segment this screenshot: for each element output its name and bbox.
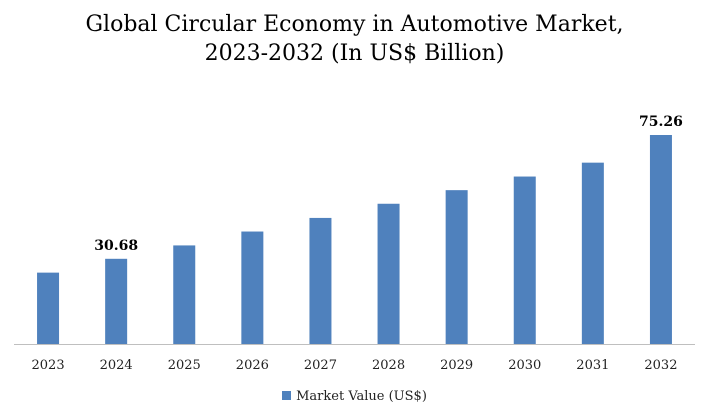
x-tick-label-2032: 2032 bbox=[644, 358, 677, 373]
chart-title-line-2: 2023-2032 (In US$ Billion) bbox=[204, 41, 505, 66]
bar-2025 bbox=[173, 245, 196, 344]
bar-2031 bbox=[581, 162, 604, 344]
data-label-2024: 30.68 bbox=[94, 238, 138, 254]
x-tick-label-2028: 2028 bbox=[372, 358, 405, 373]
legend-label: Market Value (US$) bbox=[296, 389, 427, 404]
x-tick-label-2030: 2030 bbox=[508, 358, 541, 373]
bar-2026 bbox=[241, 231, 264, 344]
bar-2030 bbox=[513, 176, 536, 344]
x-tick-labels: 2023 2024 2025 2026 2027 2028 2029 2030 2031 2032 bbox=[32, 358, 678, 373]
bar-2032 bbox=[649, 135, 672, 344]
x-tick-label-2027: 2027 bbox=[304, 358, 337, 373]
x-tick-label-2031: 2031 bbox=[576, 358, 609, 373]
x-tick-label-2029: 2029 bbox=[440, 358, 473, 373]
x-tick-label-2025: 2025 bbox=[168, 358, 201, 373]
bar-2024 bbox=[105, 258, 128, 344]
bar-2028 bbox=[377, 203, 400, 344]
bar-2027 bbox=[309, 217, 332, 344]
x-tick-label-2024: 2024 bbox=[100, 358, 133, 373]
data-label-2032: 75.26 bbox=[639, 114, 683, 130]
bar-2029 bbox=[445, 190, 468, 344]
legend-swatch bbox=[282, 391, 292, 400]
x-tick-label-2026: 2026 bbox=[236, 358, 269, 373]
data-labels: 30.68 75.26 bbox=[94, 114, 683, 254]
bars-group bbox=[37, 135, 672, 344]
bar-2023 bbox=[37, 272, 60, 344]
legend: Market Value (US$) bbox=[0, 389, 709, 404]
x-tick-label-2023: 2023 bbox=[32, 358, 65, 373]
chart-title: Global Circular Economy in Automotive Ma… bbox=[0, 10, 709, 68]
chart-title-line-1: Global Circular Economy in Automotive Ma… bbox=[85, 12, 624, 37]
